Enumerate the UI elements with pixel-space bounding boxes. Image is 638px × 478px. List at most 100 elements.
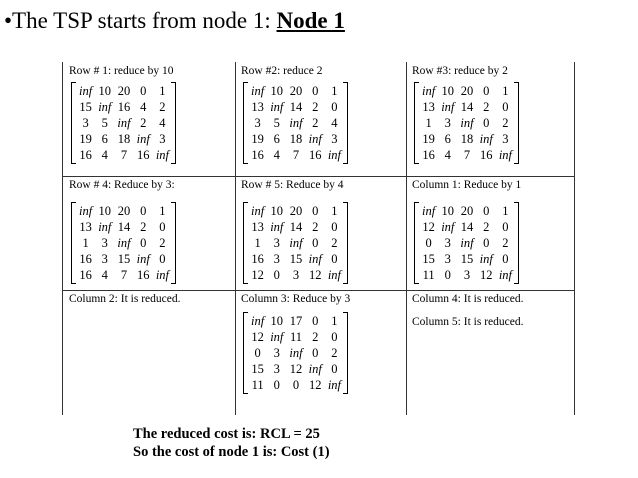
matrix-cell: 2 (159, 235, 166, 250)
matrix-cell: 1 (331, 203, 338, 218)
matrix-cell: 0 (140, 203, 147, 218)
title-prefix: •The TSP starts from node 1: (4, 8, 277, 33)
matrix-cell: 1 (254, 235, 261, 250)
matrix-cell: 10 (98, 83, 112, 98)
matrix-cell: 3 (273, 361, 280, 376)
matrix-cell: inf (460, 235, 474, 250)
matrix-cell: inf (498, 267, 513, 282)
matrix-cell: inf (327, 267, 342, 282)
matrix-cell: 4 (444, 147, 451, 162)
matrix-cell: 14 (289, 99, 303, 114)
matrix-row: 16 3 15 inf 0 (76, 251, 172, 267)
panel-heading: Column 4: It is reduced. (412, 293, 524, 305)
matrix-cell: 16 (79, 147, 92, 162)
matrix-cell: 3 (444, 235, 451, 250)
matrix: inf 10 20 0 1 13 inf 14 2 0 1 3 inf 0 2 19 6 18 inf 3 16 4 7 16… (414, 82, 520, 164)
matrix-cell: 0 (331, 361, 338, 376)
matrix-cell: inf (251, 203, 265, 218)
matrix-cell: inf (498, 147, 513, 162)
matrix-cell: inf (136, 131, 150, 146)
matrix-cell: 20 (460, 203, 474, 218)
result-summary: The reduced cost is: RCL = 25 So the cos… (133, 425, 330, 461)
matrix-row: 1 3 inf 0 2 (248, 235, 344, 251)
matrix-cell: 3 (444, 115, 451, 130)
matrix-cell: inf (289, 115, 303, 130)
matrix-cell: inf (270, 329, 284, 344)
matrix-cell: 16 (479, 147, 493, 162)
matrix-row: 13 inf 14 2 0 (248, 219, 344, 235)
matrix-cell: 2 (312, 219, 319, 234)
matrix-cell: 15 (79, 99, 92, 114)
matrix-cell: 2 (331, 235, 338, 250)
matrix-cell: 10 (270, 313, 284, 328)
matrix-table: inf 10 20 0 1 13 inf 14 2 0 1 3 inf 0 2 16 3 15 inf 0 12 0 3 12… (248, 203, 344, 283)
slide-title: •The TSP starts from node 1: Node 1 (4, 8, 345, 34)
matrix-cell: 14 (117, 219, 131, 234)
matrix-cell: 3 (502, 131, 509, 146)
matrix-cell: inf (251, 83, 265, 98)
matrix-cell: 12 (251, 329, 264, 344)
panel-column-1: Column 1: Reduce by 1 inf 10 20 0 1 12 inf 14 2 0… (406, 176, 574, 290)
matrix-row: 13 inf 14 2 0 (76, 219, 172, 235)
matrix-row: 12 inf 14 2 0 (419, 219, 515, 235)
matrix-cell: 13 (251, 219, 264, 234)
matrix-cell: inf (441, 219, 455, 234)
matrix-row: 19 6 18 inf 3 (248, 131, 344, 147)
grid-divider-vertical (406, 62, 407, 415)
matrix-cell: 16 (422, 147, 435, 162)
matrix-cell: 3 (254, 115, 261, 130)
matrix-cell: 1 (425, 115, 432, 130)
matrix-cell: 20 (117, 203, 131, 218)
matrix-cell: 2 (502, 115, 509, 130)
matrix-cell: 19 (422, 131, 435, 146)
matrix-cell: 18 (117, 131, 131, 146)
matrix-row: 19 6 18 inf 3 (76, 131, 172, 147)
matrix-cell: 3 (273, 251, 280, 266)
matrix-cell: 12 (479, 267, 493, 282)
matrix: inf 10 20 0 1 15 inf 16 4 2 3 5 inf 2 4 19 6 18 inf 3 16 4 7 16… (71, 82, 177, 164)
matrix-cell: 0 (140, 235, 147, 250)
matrix-cell: inf (308, 361, 322, 376)
matrix-cell: 0 (312, 235, 319, 250)
matrix-cell: 10 (98, 203, 112, 218)
matrix-cell: inf (289, 235, 303, 250)
matrix-cell: 12 (308, 377, 322, 392)
matrix-cell: 3 (159, 131, 166, 146)
matrix-cell: inf (422, 203, 436, 218)
matrix-cell: 16 (79, 267, 92, 282)
matrix-cell: 13 (251, 99, 264, 114)
panel-heading: Row # 1: reduce by 10 (69, 65, 174, 77)
matrix-cell: inf (308, 131, 322, 146)
matrix-row: 16 4 7 16 inf (419, 147, 515, 163)
matrix-cell: 3 (101, 251, 108, 266)
matrix-cell: 0 (312, 313, 319, 328)
matrix-row: 19 6 18 inf 3 (419, 131, 515, 147)
grid-divider-horizontal (63, 290, 574, 291)
matrix-cell: inf (479, 251, 493, 266)
panel-column-4-5: Column 4: It is reduced. Column 5: It is… (406, 290, 574, 415)
panel-row-4: Row # 4: Reduce by 3: inf 10 20 0 1 13 inf 14 2 0… (63, 176, 235, 290)
matrix-cell: 20 (289, 203, 303, 218)
matrix-cell: 4 (101, 147, 108, 162)
matrix-cell: 0 (483, 203, 490, 218)
matrix-row: 13 inf 14 2 0 (419, 99, 515, 115)
matrix-cell: inf (117, 235, 131, 250)
matrix-cell: 12 (289, 361, 303, 376)
matrix-cell: 0 (159, 219, 166, 234)
matrix-cell: 1 (502, 203, 509, 218)
matrix-cell: 3 (273, 345, 280, 360)
title-highlight: Node 1 (276, 8, 345, 33)
matrix-table: inf 10 20 0 1 13 inf 14 2 0 1 3 inf 0 2 19 6 18 inf 3 16 4 7 16… (419, 83, 515, 163)
matrix-cell: 2 (312, 99, 319, 114)
matrix-row: 0 3 inf 0 2 (248, 345, 344, 361)
matrix-cell: 17 (289, 313, 303, 328)
panel-row-5: Row # 5: Reduce by 4 inf 10 20 0 1 13 inf 14 2 0 1… (235, 176, 406, 290)
matrix-cell: 0 (273, 267, 280, 282)
matrix-cell: 0 (331, 329, 338, 344)
matrix-cell: 2 (502, 235, 509, 250)
matrix-cell: 18 (460, 131, 474, 146)
matrix-cell: 13 (422, 99, 435, 114)
matrix-cell: 4 (101, 267, 108, 282)
panel-heading: Column 3: Reduce by 3 (241, 293, 351, 305)
matrix-cell: 7 (120, 147, 128, 162)
